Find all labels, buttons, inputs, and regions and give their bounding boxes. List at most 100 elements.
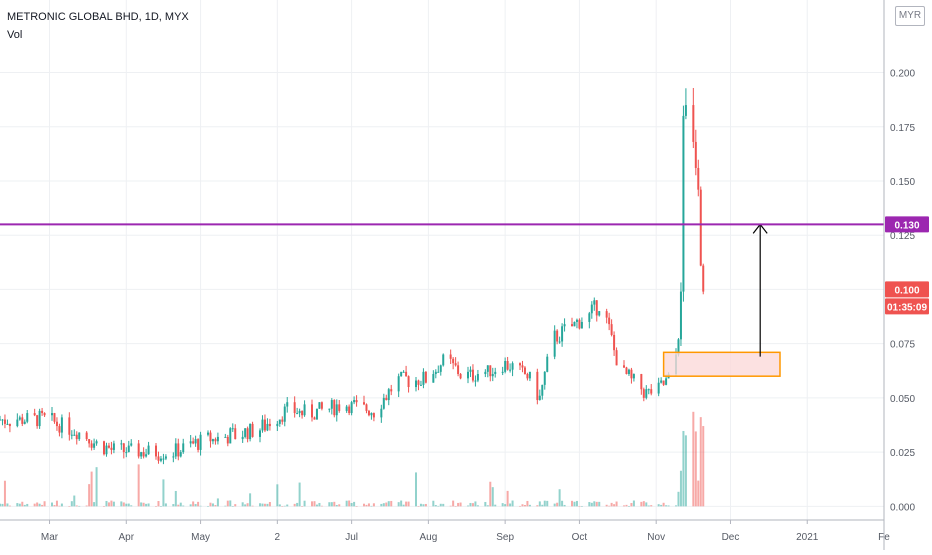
volume-bar bbox=[437, 505, 440, 507]
candle-body bbox=[677, 339, 680, 355]
candle-body bbox=[137, 443, 140, 457]
volume-bar bbox=[541, 504, 544, 507]
candle-body bbox=[417, 380, 420, 385]
candle-body bbox=[588, 313, 591, 322]
volume-bar bbox=[140, 502, 143, 507]
candle-body bbox=[162, 458, 165, 460]
y-tick-label: 0.150 bbox=[890, 177, 915, 188]
volume-indicator-label[interactable]: Vol bbox=[7, 29, 23, 41]
candle-body bbox=[120, 443, 123, 445]
volume-bar bbox=[556, 502, 559, 507]
volume-bar bbox=[353, 501, 356, 507]
volume-bar bbox=[241, 502, 244, 507]
symbol-title[interactable]: METRONIC GLOBAL BHD, 1D, MYX bbox=[7, 11, 189, 23]
drawings bbox=[0, 223, 884, 377]
volume-bar bbox=[571, 500, 573, 507]
volume-bar bbox=[590, 502, 593, 507]
volume-bar bbox=[650, 505, 653, 507]
volume-bar bbox=[598, 501, 601, 507]
candle-body bbox=[23, 421, 26, 424]
volume-bar bbox=[189, 504, 192, 507]
volume-bar bbox=[573, 501, 576, 507]
volume-bar bbox=[174, 490, 177, 507]
volume-bars bbox=[0, 411, 705, 507]
volume-bar bbox=[251, 505, 254, 507]
volume-bar bbox=[281, 506, 284, 507]
candle-body bbox=[234, 428, 237, 440]
x-tick-label: Mar bbox=[41, 532, 59, 543]
volume-bar bbox=[172, 504, 175, 507]
candle-body bbox=[283, 406, 286, 422]
candle-body bbox=[538, 395, 541, 401]
candle-body bbox=[140, 452, 143, 457]
candle-body bbox=[682, 115, 685, 292]
candle-body bbox=[573, 321, 576, 327]
volume-bar bbox=[509, 503, 512, 507]
volume-bar bbox=[68, 506, 71, 507]
candle-body bbox=[298, 410, 301, 414]
candle-body bbox=[571, 324, 573, 327]
x-tick-label: May bbox=[191, 532, 210, 543]
volume-bar bbox=[301, 506, 304, 507]
candle-body bbox=[303, 404, 306, 416]
candle-body bbox=[330, 400, 333, 409]
candle-body bbox=[647, 389, 650, 391]
volume-bar bbox=[439, 503, 442, 507]
resistance-price-badge: 0.130 bbox=[894, 220, 919, 231]
volume-bar bbox=[665, 505, 668, 507]
candle-body bbox=[21, 417, 24, 424]
candle-body bbox=[660, 380, 663, 383]
candle-body bbox=[194, 439, 197, 444]
volume-bar bbox=[370, 505, 373, 507]
candle-body bbox=[110, 447, 113, 450]
candle-body bbox=[598, 311, 601, 316]
volume-bar bbox=[613, 504, 616, 507]
candle-body bbox=[575, 319, 578, 322]
candle-body bbox=[434, 371, 437, 375]
volume-bar bbox=[702, 426, 705, 507]
volume-bar bbox=[469, 502, 472, 507]
volume-bar bbox=[459, 502, 462, 507]
volume-bar bbox=[605, 504, 608, 507]
candle-body bbox=[623, 365, 625, 368]
candle-body bbox=[662, 380, 665, 385]
last-price-badge: 0.100 bbox=[894, 285, 919, 296]
candle-body bbox=[543, 371, 546, 385]
candle-body bbox=[214, 439, 217, 442]
candle-body bbox=[355, 400, 358, 403]
candle-body bbox=[60, 417, 63, 433]
volume-bar bbox=[422, 504, 425, 507]
candle-body bbox=[432, 374, 435, 383]
volume-bar bbox=[521, 504, 524, 507]
candle-body bbox=[164, 456, 167, 459]
candle-body bbox=[1, 419, 4, 421]
volume-bar bbox=[694, 431, 697, 507]
candle-body bbox=[88, 439, 91, 444]
candle-body bbox=[561, 326, 564, 342]
candle-body bbox=[504, 361, 507, 372]
candle-body bbox=[640, 374, 643, 390]
volume-bar bbox=[365, 504, 368, 507]
volume-bar bbox=[107, 502, 110, 507]
candle-body bbox=[474, 380, 477, 382]
volume-bar bbox=[261, 503, 264, 507]
volume-bar bbox=[546, 500, 549, 507]
candle-body bbox=[642, 389, 645, 398]
volume-bar bbox=[0, 503, 1, 507]
volume-bar bbox=[278, 504, 281, 507]
volume-bar bbox=[543, 500, 546, 507]
candle-body bbox=[70, 434, 73, 436]
volume-bar bbox=[244, 504, 247, 507]
candle-body bbox=[424, 371, 427, 383]
candle-body bbox=[246, 428, 249, 440]
volume-bar bbox=[511, 500, 514, 507]
candle-body bbox=[519, 363, 521, 366]
x-tick-label: Dec bbox=[722, 532, 740, 543]
candle-body bbox=[78, 432, 81, 440]
candle-body bbox=[157, 456, 160, 461]
currency-button[interactable]: MYR bbox=[895, 6, 925, 26]
volume-bar bbox=[630, 503, 633, 507]
candle-body bbox=[390, 389, 393, 392]
